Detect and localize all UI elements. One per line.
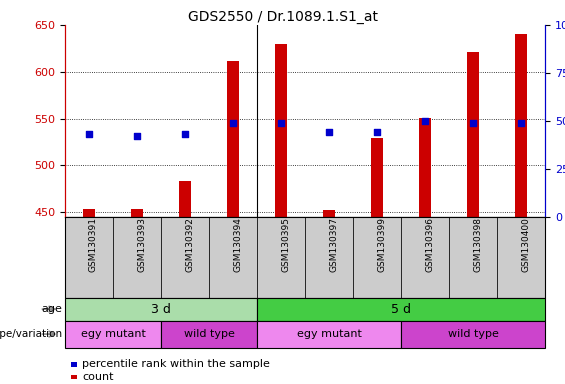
Bar — [419, 118, 431, 217]
Text: wild type: wild type — [184, 329, 234, 339]
Text: egy mutant: egy mutant — [297, 329, 362, 339]
Text: count: count — [82, 372, 114, 382]
Point — [373, 129, 382, 136]
Point — [517, 120, 526, 126]
Point — [85, 131, 94, 137]
Text: GDS2550 / Dr.1089.1.S1_at: GDS2550 / Dr.1089.1.S1_at — [188, 10, 377, 23]
Point — [277, 120, 286, 126]
Text: percentile rank within the sample: percentile rank within the sample — [82, 359, 270, 369]
Point — [228, 120, 238, 126]
Bar — [179, 181, 191, 217]
Text: GSM130400: GSM130400 — [521, 217, 530, 272]
Text: GSM130396: GSM130396 — [425, 217, 434, 272]
Text: 5 d: 5 d — [391, 303, 411, 316]
Text: GSM130398: GSM130398 — [473, 217, 482, 272]
Bar — [83, 209, 95, 217]
Text: GSM130399: GSM130399 — [377, 217, 386, 272]
Point — [132, 133, 141, 139]
Point — [181, 131, 190, 137]
Text: 3 d: 3 d — [151, 303, 171, 316]
Text: GSM130394: GSM130394 — [233, 217, 242, 272]
Bar — [371, 138, 383, 217]
Bar — [227, 61, 239, 217]
Text: GSM130395: GSM130395 — [281, 217, 290, 272]
Text: GSM130397: GSM130397 — [329, 217, 338, 272]
Point — [325, 129, 334, 136]
Bar — [323, 210, 335, 217]
Bar — [131, 209, 143, 217]
Text: GSM130393: GSM130393 — [137, 217, 146, 272]
Point — [421, 118, 430, 124]
Point — [469, 120, 478, 126]
Text: genotype/variation: genotype/variation — [0, 329, 62, 339]
Text: egy mutant: egy mutant — [81, 329, 145, 339]
Text: GSM130392: GSM130392 — [185, 217, 194, 272]
Text: wild type: wild type — [447, 329, 499, 339]
Text: GSM130391: GSM130391 — [89, 217, 98, 272]
Text: age: age — [41, 304, 62, 314]
Bar — [467, 52, 479, 217]
Bar — [515, 34, 527, 217]
Bar — [275, 44, 287, 217]
